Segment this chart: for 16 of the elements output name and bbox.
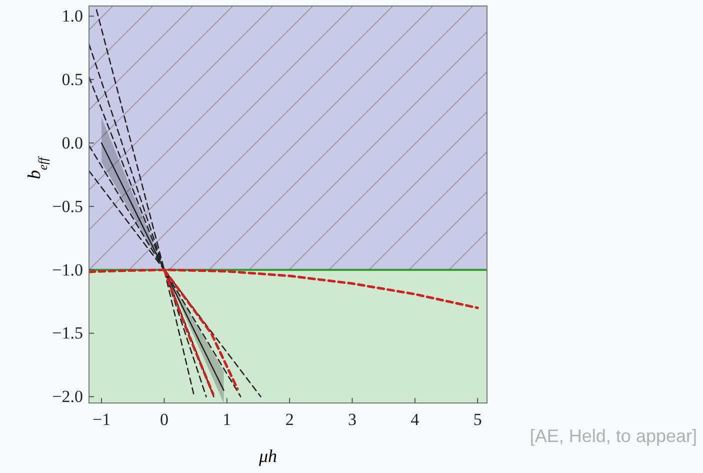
text: [AE, Held, to appear] xyxy=(530,426,697,446)
x-tick-label: −1 xyxy=(92,410,111,430)
y-tick-label: 0.5 xyxy=(62,70,83,90)
x-tick-label: 0 xyxy=(160,410,168,430)
y-tick-label: 0.0 xyxy=(62,133,83,152)
x-tick-label: 4 xyxy=(410,410,420,430)
x-tick-label: 5 xyxy=(473,410,482,430)
y-tick-label: −1.5 xyxy=(52,324,83,343)
x-tick-label: 3 xyxy=(348,410,356,430)
x-tick-label: 2 xyxy=(285,410,294,430)
y-tick-label: 1.0 xyxy=(62,6,83,26)
y-tick-label: −0.5 xyxy=(52,196,83,216)
y-tick-label: −1.0 xyxy=(52,260,83,280)
x-axis-title: μh xyxy=(258,446,278,466)
y-tick-label: −2.0 xyxy=(52,387,83,406)
x-tick-label: 1 xyxy=(222,410,232,430)
